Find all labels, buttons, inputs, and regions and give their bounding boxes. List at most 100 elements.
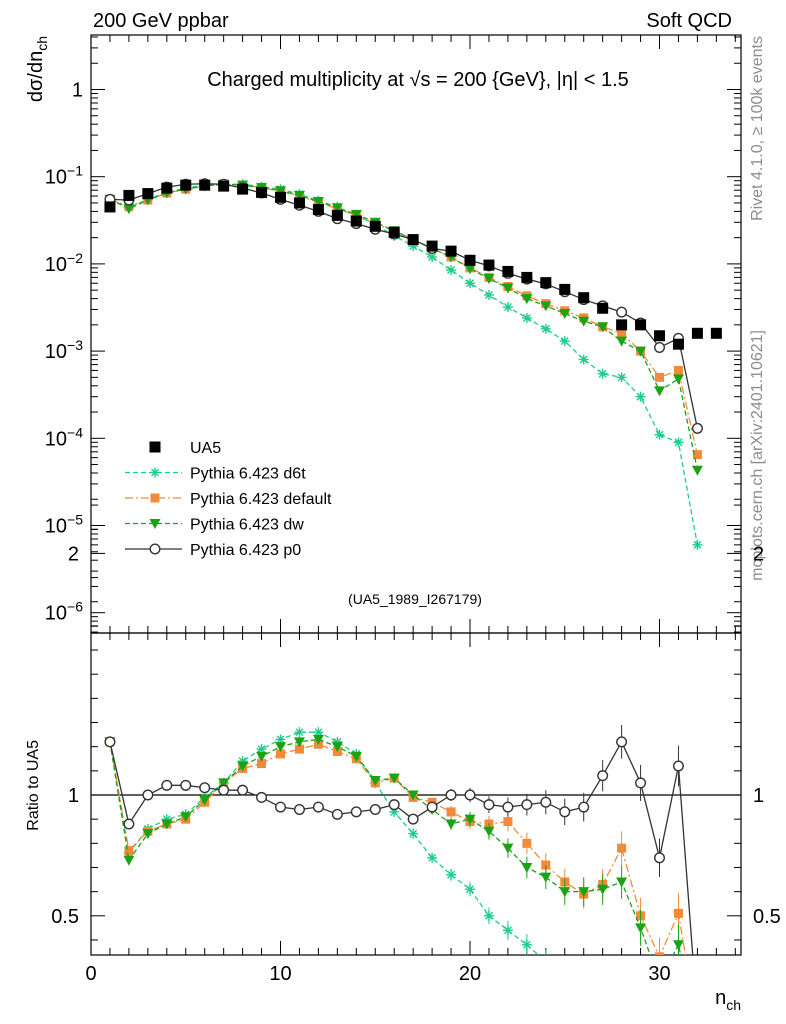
ua5-data-point: [312, 204, 324, 216]
data-point-ratio: [672, 940, 684, 951]
data-point-ratio: [598, 988, 608, 998]
data-point-ratio: [180, 779, 192, 791]
data-point-main: [521, 294, 533, 305]
data-point-ratio: [293, 803, 305, 815]
data-point-main: [275, 186, 287, 197]
data-point-main: [672, 374, 684, 385]
ratio-panel-frame: [90, 632, 742, 956]
data-point-main: [616, 372, 627, 383]
series-line-ratio: [109, 738, 682, 955]
ratio-tick-label-right: 1: [753, 785, 764, 807]
data-point-main: [446, 265, 457, 276]
data-point-ratio: [521, 939, 532, 950]
data-point-ratio: [617, 981, 627, 991]
data-point-ratio: [617, 843, 627, 853]
data-point-main: [540, 301, 552, 312]
data-point-main: [427, 251, 438, 262]
y-tick-label-main: 1: [72, 80, 83, 102]
data-point-main: [654, 386, 666, 397]
data-point-main: [673, 365, 683, 375]
data-point-ratio: [407, 790, 419, 801]
data-point-ratio: [237, 784, 249, 796]
data-point-ratio: [635, 923, 647, 934]
data-point-ratio: [464, 814, 476, 825]
legend-label: Pythia 6.423 dw: [190, 517, 304, 534]
ua5-data-point: [123, 189, 135, 201]
main-plot-area: [104, 178, 722, 550]
data-point-ratio: [124, 846, 134, 856]
data-point-ratio: [559, 806, 571, 818]
data-point-ratio: [654, 852, 666, 864]
ua5-data-point: [672, 338, 684, 350]
data-point-ratio: [275, 801, 287, 813]
ua5-data-point: [161, 182, 173, 194]
data-point-ratio: [522, 838, 532, 848]
data-point-ratio: [104, 736, 116, 748]
data-point-main: [692, 539, 703, 550]
ua5-data-point: [104, 201, 116, 213]
ua5-data-point: [445, 245, 457, 257]
data-point-ratio: [636, 995, 646, 1005]
legend-marker: [150, 493, 160, 503]
data-point-ratio: [541, 957, 551, 967]
data-point-main: [350, 209, 362, 220]
legend-marker-ua5: [149, 441, 161, 453]
data-point-main: [616, 306, 628, 318]
legend-marker: [149, 519, 161, 529]
data-point-ratio: [541, 860, 551, 870]
y-tick-label-main: 10−4: [45, 424, 83, 450]
data-point-ratio: [426, 801, 438, 813]
data-point-ratio: [483, 826, 495, 837]
main-panel-frame: [90, 34, 742, 634]
ua5-data-point: [691, 327, 703, 339]
ua5-data-point: [502, 265, 514, 277]
data-point-ratio: [655, 952, 665, 955]
ratio-tick-label-left: 1: [68, 785, 79, 807]
data-point-ratio: [483, 799, 495, 811]
data-point-ratio: [161, 779, 173, 791]
data-point-main: [635, 346, 647, 357]
x-tick-label: 20: [459, 963, 481, 985]
data-point-main: [655, 372, 665, 382]
data-point-ratio: [446, 869, 457, 880]
ua5-data-point: [388, 226, 400, 238]
ua5-data-point: [710, 327, 722, 339]
y-axis-label-main: dσ/dnch: [25, 36, 50, 102]
data-point-ratio: [673, 1015, 683, 1024]
data-point-ratio: [427, 852, 438, 863]
data-point-ratio: [276, 749, 286, 759]
data-point-main: [465, 278, 476, 289]
analysis-id: (UA5_1989_I267179): [348, 591, 482, 607]
rivet-label: Rivet 4.1.0, ≥ 100k events: [749, 36, 766, 221]
data-point-ratio: [445, 789, 457, 801]
y-tick-label-main: 10−2: [45, 250, 83, 276]
data-point-main: [502, 302, 513, 313]
data-point-ratio: [257, 759, 267, 769]
data-point-ratio: [464, 789, 476, 801]
data-point-ratio: [312, 801, 324, 813]
data-point-main: [559, 336, 570, 347]
x-axis-label: nch: [715, 987, 741, 1013]
data-point-ratio: [199, 795, 211, 806]
y-tick-label-main: 10−6: [45, 599, 83, 625]
data-point-ratio: [502, 801, 514, 813]
data-point-ratio: [142, 789, 154, 801]
data-point-main: [578, 316, 590, 327]
ua5-data-point: [180, 179, 192, 191]
ua5-data-point: [521, 271, 533, 283]
data-point-ratio: [256, 791, 268, 803]
data-point-main: [616, 336, 628, 347]
data-point-main: [331, 203, 343, 214]
ua5-data-point: [237, 183, 249, 195]
data-point-main: [691, 465, 703, 476]
data-point-ratio: [578, 887, 590, 898]
x-tick-label: 30: [648, 963, 670, 985]
ua5-data-point: [142, 188, 154, 200]
header-left: 200 GeV ppbar: [93, 10, 229, 32]
data-point-main: [597, 322, 609, 333]
ratio-tick-label-right: 2: [753, 543, 764, 565]
data-point-main: [123, 204, 135, 215]
data-point-ratio: [616, 877, 628, 888]
legend-label: UA5: [190, 440, 221, 457]
data-point-ratio: [655, 1012, 665, 1022]
